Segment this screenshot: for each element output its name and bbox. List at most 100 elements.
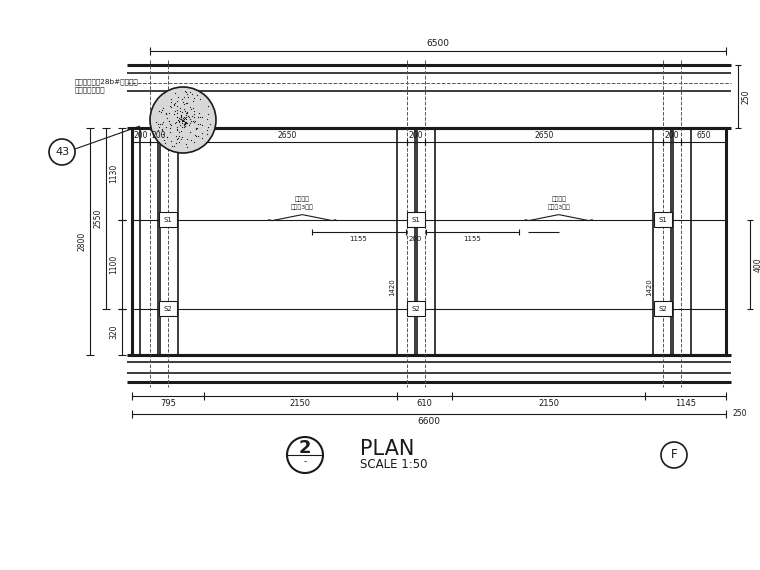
Text: 1420: 1420 [646, 278, 652, 296]
Point [186, 89, 198, 99]
Point [179, 119, 191, 128]
Point [179, 119, 191, 128]
Text: 电梯主机梁（28b#工字钗）: 电梯主机梁（28b#工字钗） [75, 79, 139, 86]
Text: S1: S1 [659, 217, 667, 223]
Point [185, 117, 198, 126]
Text: 吸抄投影: 吸抄投影 [295, 197, 310, 202]
Point [171, 109, 183, 118]
Point [192, 120, 204, 129]
Point [191, 124, 203, 133]
Point [181, 89, 193, 99]
Point [173, 116, 185, 125]
Point [171, 124, 183, 133]
Point [178, 123, 190, 132]
Point [175, 112, 187, 121]
Circle shape [150, 87, 216, 153]
Point [175, 112, 187, 121]
Point [179, 117, 192, 127]
Point [175, 135, 187, 144]
Point [180, 113, 192, 122]
Bar [132, 128, 726, 355]
Point [187, 104, 199, 113]
Point [178, 104, 190, 113]
Point [171, 123, 183, 132]
Point [165, 120, 177, 129]
Point [171, 101, 183, 111]
Point [177, 97, 189, 107]
Point [188, 106, 201, 115]
Text: 610: 610 [416, 400, 432, 409]
Point [201, 125, 213, 135]
Text: S2: S2 [411, 306, 420, 312]
Text: 43: 43 [55, 147, 69, 157]
Point [168, 100, 180, 109]
Point [156, 120, 168, 129]
Point [183, 118, 195, 127]
Point [192, 113, 204, 122]
Point [188, 138, 200, 147]
Point [188, 93, 200, 103]
Point [160, 123, 172, 132]
Point [178, 119, 190, 128]
Point [174, 121, 186, 130]
Point [177, 117, 189, 126]
Bar [654, 302, 672, 316]
Text: 2650: 2650 [534, 131, 553, 140]
Point [163, 116, 176, 125]
Point [176, 107, 188, 116]
Point [181, 108, 193, 117]
Point [176, 111, 188, 120]
Point [179, 115, 192, 124]
Point [160, 109, 173, 118]
Point [178, 117, 190, 126]
Point [176, 113, 188, 122]
Point [187, 96, 199, 105]
Text: 6600: 6600 [417, 417, 441, 426]
Point [165, 136, 177, 145]
Bar [407, 212, 425, 227]
Point [165, 102, 177, 111]
Point [175, 113, 187, 122]
Point [155, 108, 167, 117]
Text: 200: 200 [152, 131, 166, 140]
Point [173, 92, 185, 101]
Point [184, 103, 196, 112]
Text: 320: 320 [109, 325, 119, 339]
Text: （载重3吨）: （载重3吨） [291, 205, 314, 210]
Point [156, 124, 168, 133]
Point [176, 116, 188, 125]
Point [183, 120, 195, 129]
Point [188, 110, 200, 119]
Point [177, 116, 189, 125]
Point [180, 99, 192, 108]
Point [180, 139, 192, 148]
Point [176, 132, 188, 141]
Point [179, 110, 192, 119]
Bar [654, 212, 672, 227]
Text: 2: 2 [299, 439, 312, 457]
Point [201, 101, 214, 110]
Point [169, 89, 182, 98]
Point [173, 116, 185, 125]
Point [180, 118, 192, 127]
Point [169, 99, 181, 108]
Point [172, 125, 184, 135]
Point [190, 124, 202, 133]
Point [153, 107, 165, 116]
Point [175, 115, 187, 124]
Text: -: - [303, 458, 306, 466]
Text: 1420: 1420 [389, 278, 395, 296]
Point [196, 112, 208, 121]
Point [153, 107, 165, 116]
Point [184, 127, 196, 136]
Text: 2150: 2150 [290, 400, 311, 409]
Point [173, 117, 185, 126]
Point [174, 114, 186, 123]
Point [196, 128, 208, 137]
Point [170, 113, 182, 122]
Text: S2: S2 [659, 306, 667, 312]
Bar [159, 302, 177, 316]
Point [185, 105, 198, 114]
Point [173, 116, 185, 125]
Text: 200: 200 [134, 131, 148, 140]
